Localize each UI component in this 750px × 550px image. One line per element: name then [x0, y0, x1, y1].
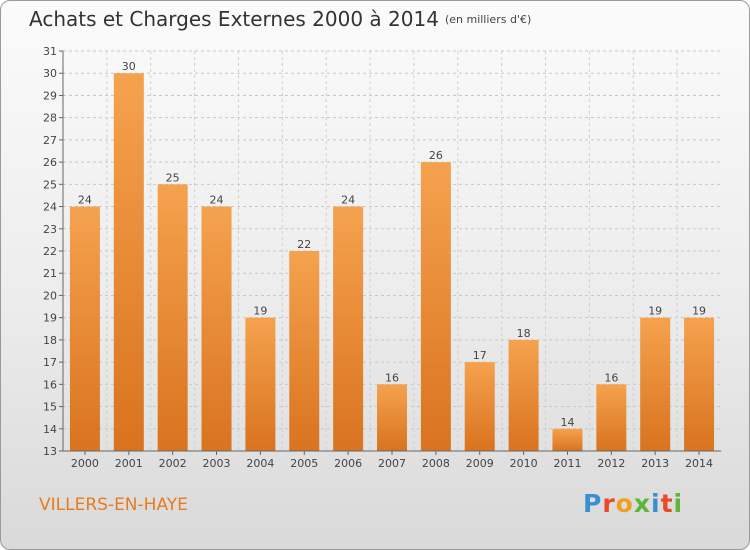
data-label-2000: 24	[78, 194, 92, 207]
proxiti-logo-letter: o	[615, 489, 634, 518]
location-name: VILLERS-EN-HAYE	[39, 495, 188, 515]
proxiti-logo-letter: i	[673, 489, 684, 518]
data-label-2007: 16	[385, 371, 399, 384]
bar-2013	[640, 317, 671, 451]
proxiti-logo: Proxiti	[583, 489, 683, 518]
data-label-2004: 19	[253, 305, 267, 318]
proxiti-logo-letter: t	[660, 489, 674, 518]
chart-axes: 13 14 15 16 17 18 19 20 21 22 23 24 25 26 27 28 29 30 31 20…	[43, 45, 721, 470]
bar-2008	[420, 162, 451, 451]
x-tick-label-2002: 2002	[159, 457, 187, 470]
data-label-2010: 18	[517, 327, 531, 340]
y-tick-label: 16	[43, 378, 57, 391]
y-tick-label: 19	[43, 312, 57, 325]
data-label-2005: 22	[297, 238, 311, 251]
x-tick-label-2003: 2003	[203, 457, 231, 470]
data-label-2009: 17	[473, 349, 487, 362]
chart-unit: (en milliers d'€)	[444, 13, 532, 26]
y-tick-label: 30	[43, 67, 57, 80]
y-tick-label: 20	[43, 289, 57, 302]
y-tick-label: 21	[43, 267, 57, 280]
x-tick-label-2011: 2011	[553, 457, 581, 470]
x-tick-label-2010: 2010	[510, 457, 538, 470]
y-tick-label: 24	[43, 201, 57, 214]
x-tick-label-2005: 2005	[290, 457, 318, 470]
y-tick-label: 31	[43, 45, 57, 58]
data-label-2013: 19	[648, 305, 662, 318]
y-tick-label: 26	[43, 156, 57, 169]
chart-title-text: Achats et Charges Externes 2000 à 2014	[29, 7, 439, 31]
bar-2005	[289, 251, 320, 451]
data-label-2006: 24	[341, 194, 355, 207]
bar-2011	[552, 428, 583, 451]
x-tick-label-2006: 2006	[334, 457, 362, 470]
x-tick-label-2000: 2000	[71, 457, 99, 470]
bar-2002	[157, 184, 188, 452]
data-label-2008: 26	[429, 149, 443, 162]
bar-2012	[596, 384, 627, 451]
data-label-2014: 19	[692, 305, 706, 318]
x-tick-label-2007: 2007	[378, 457, 406, 470]
y-tick-label: 23	[43, 223, 57, 236]
x-tick-label-2008: 2008	[422, 457, 450, 470]
chart-bars: 24 30 25 24 19 22 24 16 26 17 18 14 16 19 19	[69, 60, 715, 452]
data-label-2003: 24	[210, 194, 224, 207]
bar-2009	[464, 362, 495, 451]
y-tick-label: 25	[43, 178, 57, 191]
x-tick-label-2014: 2014	[685, 457, 713, 470]
y-tick-label: 22	[43, 245, 57, 258]
y-tick-label: 18	[43, 334, 57, 347]
y-tick-label: 14	[43, 423, 57, 436]
y-tick-label: 13	[43, 445, 57, 458]
data-label-2011: 14	[560, 416, 574, 429]
y-tick-label: 29	[43, 89, 57, 102]
x-tick-label-2004: 2004	[246, 457, 274, 470]
bar-2000	[69, 206, 100, 451]
y-tick-label: 28	[43, 112, 57, 125]
bar-2010	[508, 339, 539, 451]
bar-2001	[113, 73, 144, 451]
y-tick-label: 17	[43, 356, 57, 369]
proxiti-logo-letter: x	[633, 489, 651, 518]
y-tick-label: 15	[43, 401, 57, 414]
x-tick-label-2001: 2001	[115, 457, 143, 470]
bar-2003	[201, 206, 232, 451]
x-tick-label-2012: 2012	[597, 457, 625, 470]
bar-2006	[333, 206, 364, 451]
chart-title: Achats et Charges Externes 2000 à 2014 (e…	[29, 7, 531, 31]
x-tick-label-2009: 2009	[466, 457, 494, 470]
proxiti-logo-letter: i	[651, 489, 661, 518]
x-tick-label-2013: 2013	[641, 457, 669, 470]
bar-2004	[245, 317, 276, 451]
bar-2014	[684, 317, 715, 451]
bar-2007	[377, 384, 407, 451]
data-label-2012: 16	[604, 371, 618, 384]
proxiti-logo-letter: r	[602, 489, 616, 518]
y-tick-label: 27	[43, 134, 57, 147]
proxiti-logo-letter: P	[583, 489, 603, 518]
data-label-2001: 30	[122, 60, 136, 73]
data-label-2002: 25	[166, 171, 180, 184]
